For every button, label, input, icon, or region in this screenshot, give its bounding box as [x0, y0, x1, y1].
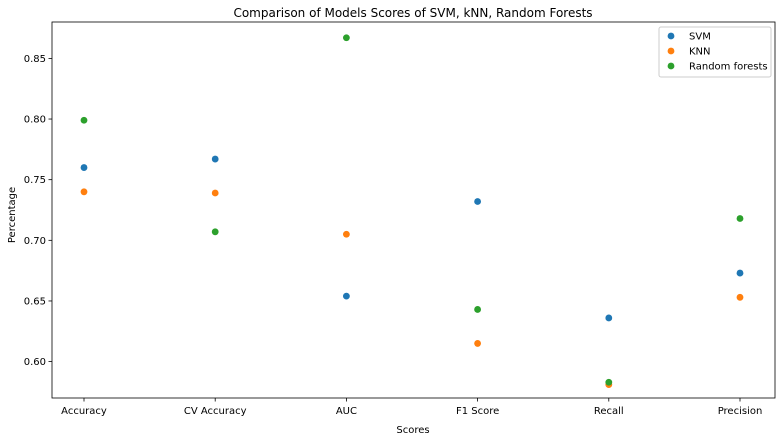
- data-point: [605, 314, 613, 322]
- y-tick-label: 0.85: [24, 54, 46, 65]
- chart-title: Comparison of Models Scores of SVM, kNN,…: [233, 6, 592, 20]
- data-point: [736, 269, 744, 277]
- x-tick-label: F1 Score: [456, 406, 499, 417]
- x-tick-label: AUC: [336, 406, 357, 417]
- x-tick-label: Accuracy: [61, 406, 107, 417]
- x-tick-label: Precision: [718, 406, 763, 417]
- data-point: [211, 155, 219, 163]
- legend-label: SVM: [689, 32, 711, 43]
- x-axis-label: Scores: [396, 425, 429, 436]
- legend-label: KNN: [689, 47, 711, 58]
- data-point: [343, 230, 350, 238]
- data-point: [80, 188, 88, 196]
- y-tick-label: 0.75: [24, 175, 46, 186]
- y-tick-label: 0.60: [24, 357, 46, 368]
- data-point: [343, 292, 350, 300]
- data-point: [474, 198, 481, 205]
- series-random-forests: [80, 34, 744, 386]
- data-point: [736, 215, 744, 222]
- data-point: [80, 164, 88, 171]
- data-point: [211, 228, 219, 236]
- legend-label: Random forests: [689, 62, 768, 73]
- data-point: [80, 116, 88, 124]
- legend-marker: [667, 32, 675, 40]
- y-axis-label: Percentage: [7, 187, 18, 243]
- data-points: [80, 34, 744, 389]
- data-point: [474, 340, 481, 347]
- data-point: [474, 306, 481, 313]
- x-tick-label: Recall: [594, 406, 624, 417]
- y-tick-label: 0.65: [24, 296, 46, 307]
- legend-box: [658, 26, 772, 78]
- x-axis: Accuracy CV Accuracy AUC F1 Score Recall Prec…: [61, 398, 762, 417]
- legend-marker: [667, 47, 675, 55]
- data-point: [605, 378, 613, 386]
- x-tick-label: CV Accuracy: [184, 406, 247, 417]
- data-point: [736, 293, 744, 301]
- series-svm: [80, 155, 744, 322]
- y-axis: 0.60 0.65 0.70 0.75 0.80 0.85: [24, 54, 52, 368]
- y-tick-label: 0.70: [24, 236, 46, 247]
- data-point: [343, 34, 350, 42]
- plot-area: [51, 21, 776, 399]
- data-point: [211, 189, 219, 197]
- y-tick-label: 0.80: [24, 115, 46, 126]
- legend: SVM KNN Random forests: [658, 26, 772, 78]
- legend-marker: [667, 62, 675, 70]
